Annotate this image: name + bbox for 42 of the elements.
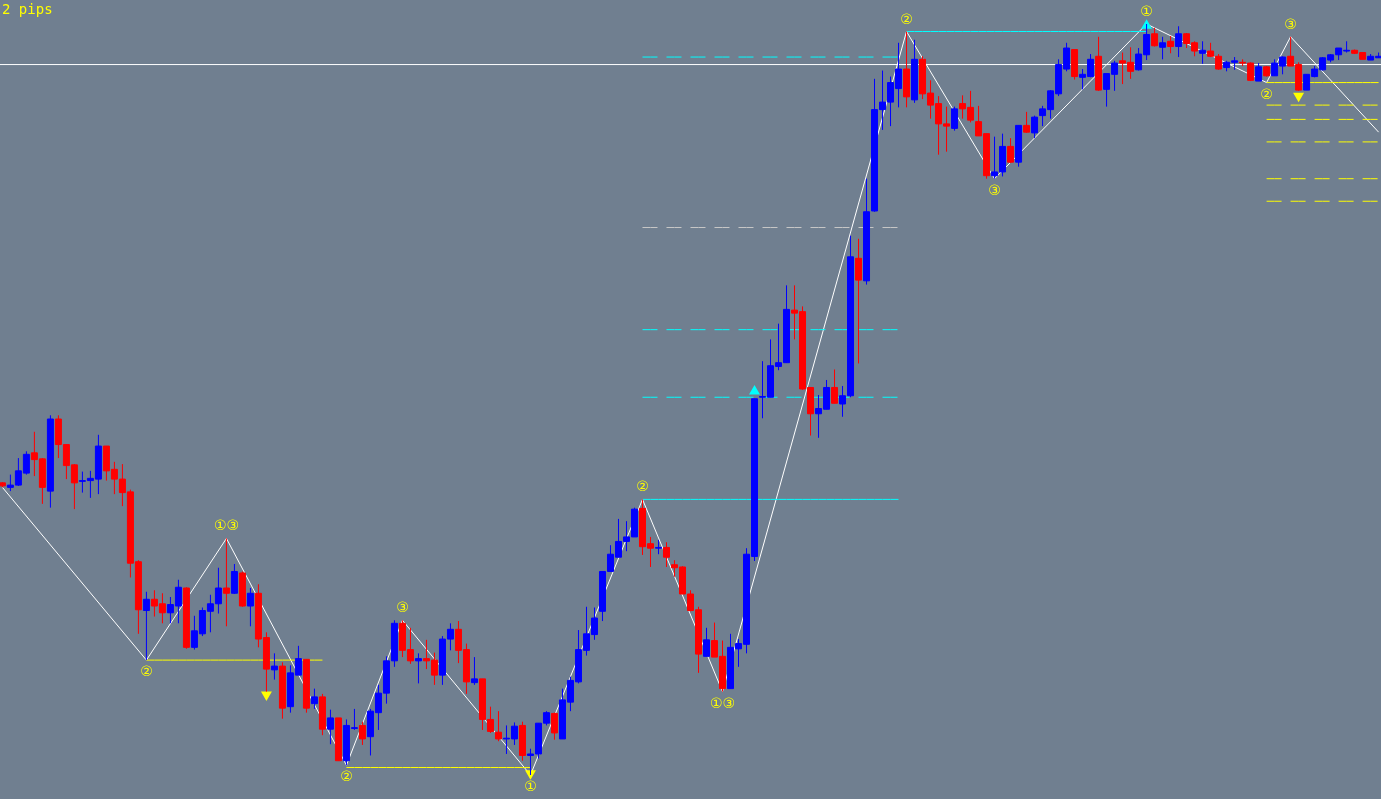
candlestick xyxy=(1023,111,1031,134)
candlestick xyxy=(831,368,839,404)
candlestick xyxy=(246,587,254,627)
candlestick xyxy=(1007,137,1015,164)
candlestick xyxy=(855,238,863,364)
candlestick xyxy=(703,627,710,657)
annotation: ①③ xyxy=(213,517,239,534)
point xyxy=(1141,19,1153,29)
candlestick xyxy=(550,712,558,741)
candlestick xyxy=(470,656,478,686)
candlestick xyxy=(222,537,230,627)
annotation: ② xyxy=(1260,85,1273,102)
annotation: ①③ xyxy=(709,694,736,711)
annotation: ② xyxy=(636,478,649,495)
annotation: ② xyxy=(900,10,913,27)
text: 2 pips xyxy=(2,1,53,17)
point xyxy=(525,770,536,780)
candlestick xyxy=(663,541,670,568)
candlestick xyxy=(1199,40,1207,65)
candlestick xyxy=(951,106,959,132)
candlestick xyxy=(270,652,278,681)
candlestick xyxy=(230,563,238,595)
annotation: ③ xyxy=(396,599,409,616)
point xyxy=(1293,92,1305,103)
annotation: ③ xyxy=(988,181,1001,198)
candlestick xyxy=(1159,36,1167,60)
point xyxy=(749,384,760,395)
candlestick xyxy=(1255,62,1263,82)
annotation: ③ xyxy=(1284,15,1297,32)
candlestick xyxy=(1175,25,1183,58)
candlestick xyxy=(142,591,150,661)
candlestick xyxy=(494,710,502,742)
annotation: ① xyxy=(1140,3,1153,19)
annotation: ② xyxy=(340,768,353,785)
candlestick xyxy=(414,652,422,684)
candlestick xyxy=(326,709,334,745)
candlestick xyxy=(310,688,318,710)
point xyxy=(260,691,272,701)
annotation: ① xyxy=(524,778,537,794)
candlestick xyxy=(358,721,366,746)
annotation: ② xyxy=(140,663,153,680)
candlestick xyxy=(1151,27,1159,48)
